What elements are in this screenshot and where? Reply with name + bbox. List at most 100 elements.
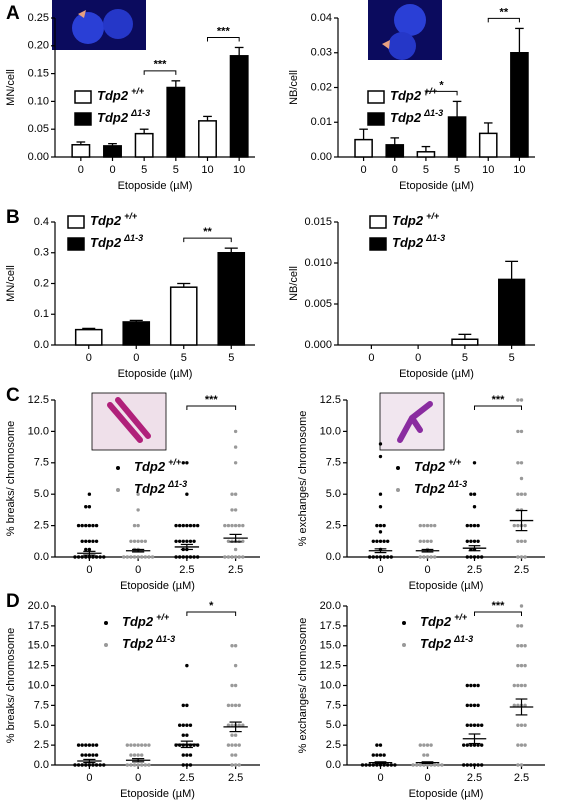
legend-label: Tdp2 +/+ xyxy=(414,457,462,474)
data-point xyxy=(371,555,375,559)
data-point xyxy=(516,461,520,465)
data-point xyxy=(125,763,130,767)
data-point xyxy=(523,663,527,668)
data-point xyxy=(185,523,189,528)
data-point xyxy=(425,555,430,559)
data-point xyxy=(188,723,193,727)
data-point xyxy=(465,723,469,727)
data-point xyxy=(516,703,520,708)
legend-superscript: +/+ xyxy=(168,457,182,467)
y-tick-label: 0.0 xyxy=(326,759,341,771)
data-point xyxy=(185,461,189,465)
data-point xyxy=(233,547,238,552)
x-tick-label: 5 xyxy=(462,352,468,364)
data-point xyxy=(192,539,196,543)
data-point xyxy=(462,743,466,747)
data-point xyxy=(422,753,426,757)
y-tick-label: 20.0 xyxy=(320,600,341,612)
data-point xyxy=(188,555,193,559)
data-point xyxy=(129,763,133,767)
data-point xyxy=(378,555,383,559)
data-point xyxy=(230,743,234,747)
data-point xyxy=(233,733,238,737)
legend-name: Tdp2 xyxy=(390,110,422,125)
data-point xyxy=(84,555,88,559)
legend-name: Tdp2 xyxy=(392,213,424,228)
data-point xyxy=(147,555,151,559)
data-point xyxy=(519,555,524,559)
legend-label: Tdp2 Δ1-3 xyxy=(390,108,443,125)
error-bar xyxy=(76,141,86,145)
data-point xyxy=(480,743,484,747)
data-point xyxy=(516,763,520,767)
error-bar xyxy=(458,333,472,340)
bar xyxy=(71,144,91,158)
data-point xyxy=(422,539,426,543)
y-tick-label: 0.10 xyxy=(28,95,49,107)
legend-swatch xyxy=(367,112,385,126)
data-point xyxy=(102,763,106,767)
bar xyxy=(498,278,526,346)
data-point xyxy=(129,753,133,757)
data-point xyxy=(76,763,81,767)
data-point xyxy=(519,492,524,496)
data-point xyxy=(516,398,520,402)
data-point xyxy=(125,743,130,747)
x-tick-label: 0 xyxy=(86,772,92,784)
legend-swatch xyxy=(402,621,406,625)
data-point xyxy=(87,505,92,509)
data-point xyxy=(140,763,144,767)
y-tick-label: 15.0 xyxy=(28,640,49,652)
data-point xyxy=(91,743,95,747)
data-point xyxy=(433,523,437,528)
y-tick-label: 0.0 xyxy=(34,759,49,771)
x-tick-label: 10 xyxy=(482,164,494,176)
data-point xyxy=(136,523,140,528)
data-point xyxy=(476,703,480,708)
sem-bar xyxy=(132,758,145,763)
sem-bar xyxy=(374,548,387,554)
data-point xyxy=(465,703,469,708)
y-tick-label: 0.05 xyxy=(28,123,49,135)
x-axis-label: Etoposide (µM) xyxy=(409,580,484,592)
legend-swatch xyxy=(104,621,108,625)
data-point xyxy=(519,539,524,543)
y-axis-label: % exchanges/ chromosome xyxy=(297,411,309,547)
data-point xyxy=(425,539,430,543)
error-bar xyxy=(139,128,149,134)
x-tick-label: 2.5 xyxy=(179,772,194,784)
data-point xyxy=(440,763,444,767)
data-point xyxy=(136,508,140,512)
data-point xyxy=(188,523,193,528)
legend-swatch xyxy=(402,643,406,647)
data-point xyxy=(519,683,524,688)
x-axis-label: Etoposide (µM) xyxy=(409,788,484,800)
data-point xyxy=(375,753,379,757)
data-point xyxy=(465,539,469,543)
y-tick-label: 2.5 xyxy=(326,520,341,532)
data-point xyxy=(140,753,144,757)
data-point xyxy=(102,555,106,559)
data-point xyxy=(378,492,383,496)
x-tick-label: 10 xyxy=(201,164,213,176)
data-point xyxy=(181,763,185,767)
data-point xyxy=(80,539,84,543)
data-point xyxy=(375,743,379,747)
data-point xyxy=(230,703,234,708)
x-axis-label: Etoposide (µM) xyxy=(120,580,195,592)
data-point xyxy=(188,763,193,767)
data-point xyxy=(87,555,92,559)
data-point xyxy=(140,539,144,543)
bar xyxy=(166,86,186,158)
data-point xyxy=(181,733,185,737)
data-point xyxy=(84,505,88,509)
data-point xyxy=(476,723,480,727)
y-tick-label: 0.0 xyxy=(326,551,341,563)
legend-name: Tdp2 xyxy=(392,235,424,250)
data-point xyxy=(519,723,524,727)
data-point xyxy=(469,703,473,708)
error-bar xyxy=(171,80,181,88)
data-point xyxy=(389,763,393,767)
legend-superscript: Δ1-3 xyxy=(453,634,473,644)
data-point xyxy=(80,763,84,767)
